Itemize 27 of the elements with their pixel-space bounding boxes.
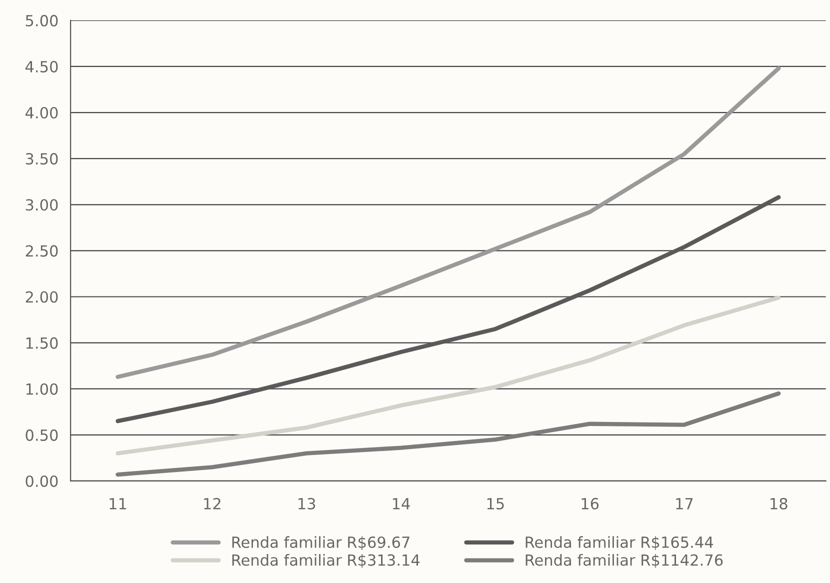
x-tick-label: 13 bbox=[298, 498, 316, 510]
y-tick-label: 2.00 bbox=[26, 291, 58, 303]
line-series bbox=[116, 391, 781, 477]
line-series bbox=[116, 66, 781, 379]
x-tick-label: 18 bbox=[770, 498, 788, 510]
x-tick-label: 17 bbox=[676, 498, 693, 510]
y-tick-label: 3.50 bbox=[26, 153, 58, 165]
y-tick-label: 1.50 bbox=[26, 337, 58, 349]
y-tick-label: 0.00 bbox=[26, 475, 58, 487]
y-tick-label: 0.50 bbox=[26, 429, 58, 441]
line-series bbox=[116, 195, 781, 424]
y-tick-label: 2.50 bbox=[26, 245, 58, 257]
x-tick-label: 14 bbox=[392, 498, 410, 510]
x-tick-label: 12 bbox=[204, 498, 220, 510]
y-tick-label: 3.00 bbox=[26, 199, 58, 211]
x-tick-label: 16 bbox=[582, 498, 599, 510]
line-series bbox=[116, 296, 781, 456]
legend-label: Renda familiar R$165.44 bbox=[526, 536, 714, 550]
x-tick-label: 15 bbox=[487, 498, 504, 510]
y-tick-label: 4.00 bbox=[25, 106, 58, 119]
x-tick-label: 11 bbox=[110, 498, 126, 510]
y-tick-label: 1.00 bbox=[26, 383, 58, 395]
legend-label: Renda familiar R$313.14 bbox=[232, 554, 420, 568]
y-tick-label: 4.50 bbox=[25, 60, 58, 72]
legend-label: Renda familiar R$69.67 bbox=[232, 536, 410, 550]
y-tick-label: 5.00 bbox=[26, 14, 58, 26]
legend-label: Renda familiar R$1142.76 bbox=[526, 554, 723, 568]
